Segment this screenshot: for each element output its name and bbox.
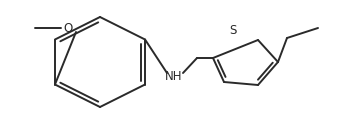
Text: NH: NH bbox=[165, 69, 183, 83]
Text: S: S bbox=[229, 24, 237, 37]
Text: O: O bbox=[63, 21, 73, 35]
